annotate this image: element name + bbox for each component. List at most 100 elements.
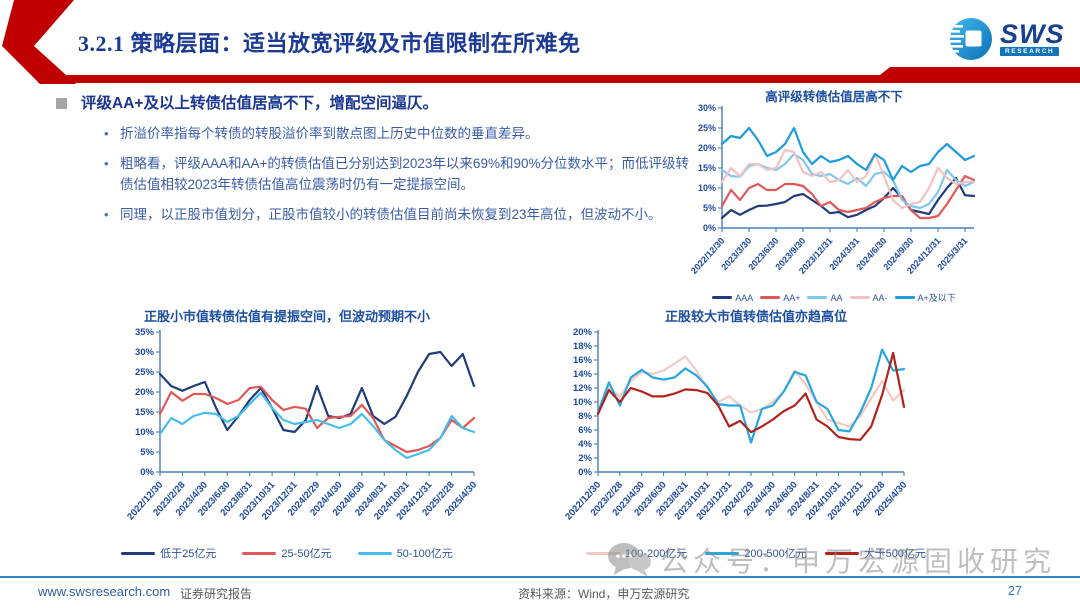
svg-text:20%: 20% (698, 143, 716, 153)
sub-bullet-1: 折溢价率指每个转债的转股溢价率到散点图上历史中位数的垂直差异。 (104, 124, 692, 144)
footer-divider (0, 576, 1080, 578)
legend-swatch (849, 296, 870, 299)
body-text-block: 评级AA+及以上转债估值居高不下，增配空间逼仄。 折溢价率指每个转债的转股溢价率… (56, 94, 696, 235)
legend-swatch (357, 551, 392, 555)
svg-text:8%: 8% (578, 411, 592, 422)
chart-legend: AAA AA+ AA AA- A+及以下 (688, 291, 980, 304)
legend-swatch (824, 551, 859, 555)
main-bullet-text: 评级AA+及以上转债估值居高不下，增配空间逼仄。 (81, 95, 438, 112)
red-divider-right (870, 67, 1080, 83)
legend-item-大于500亿元: 大于500亿元 (824, 545, 927, 561)
series-line-AA- (720, 148, 976, 210)
svg-text:15%: 15% (698, 163, 716, 173)
footer-website-link[interactable]: www.swsresearch.com (38, 584, 171, 599)
svg-text:2022/12/30: 2022/12/30 (689, 236, 727, 276)
series-line-低于25亿元 (158, 350, 476, 434)
svg-text:6%: 6% (578, 425, 592, 436)
chart-plot-area: 0%5%10%15%20%25%30%35%2022/12/302023/2/2… (125, 327, 479, 522)
square-bullet-icon (56, 98, 67, 109)
legend-swatch (705, 551, 740, 555)
legend-label: 25-50亿元 (281, 548, 332, 560)
sub-bullet-list: 折溢价率指每个转债的转股溢价率到散点图上历史中位数的垂直差异。 粗略看，评级AA… (56, 124, 696, 225)
svg-text:15%: 15% (135, 407, 155, 418)
legend-item-25-50亿元: 25-50亿元 (242, 545, 332, 561)
sws-logo: SWS RESEARCH (948, 16, 1065, 62)
chart-legend: 低于25亿元 25-50亿元 50-100亿元 (86, 545, 488, 561)
legend-swatch (242, 551, 277, 555)
chart-plot-area: 0%5%10%15%20%25%30%2022/12/302023/3/3020… (689, 103, 976, 276)
legend-item-A+及以下: A+及以下 (894, 291, 956, 304)
legend-label: 低于25亿元 (160, 548, 217, 560)
legend-swatch (894, 296, 915, 299)
page-title: 3.2.1 策略层面：适当放宽评级及市值限制在所难免 (78, 31, 581, 56)
chat-bubbles-icon (608, 543, 651, 577)
series-line-25-50亿元 (158, 385, 476, 454)
legend-swatch (760, 296, 781, 299)
sws-brand: SWS (1000, 18, 1065, 49)
svg-text:30%: 30% (135, 347, 155, 358)
series-line-AAA (720, 176, 976, 220)
legend-label: AA- (872, 292, 888, 303)
watermark-text: 公众号：申万宏源固收研究 (660, 546, 1057, 577)
svg-text:4%: 4% (578, 439, 592, 450)
svg-text:0%: 0% (140, 467, 154, 478)
chart-high-rating-valuation: 高评级转债估值居高不下 0% 5% 10% 15% 20% 25% 30% 2022/12/30… (688, 86, 980, 304)
svg-text:18%: 18% (573, 341, 593, 352)
svg-text:25%: 25% (135, 367, 155, 378)
svg-text:0%: 0% (578, 467, 592, 478)
legend-item-AA+: AA+ (760, 293, 800, 303)
chart-title: 正股较大市值转债估值亦趋高位 (664, 309, 847, 324)
legend-item-200-500亿元: 200-500亿元 (705, 545, 807, 561)
series-line-大于500亿元 (596, 351, 906, 441)
svg-text:12%: 12% (573, 383, 593, 394)
legend-item-AA: AA (807, 292, 843, 303)
legend-label: AAA (735, 292, 754, 303)
axes: 0%2%4%6%8%10%12%14%16%18%20%2022/12/3020… (563, 327, 909, 522)
svg-text:10%: 10% (135, 427, 155, 438)
legend-label: AA (830, 292, 843, 303)
sws-logo-text: SWS RESEARCH (1000, 18, 1065, 57)
svg-text:16%: 16% (573, 355, 593, 366)
sws-research-label: RESEARCH (1000, 46, 1060, 57)
red-chevron-shape (2, 0, 76, 84)
svg-text:25%: 25% (698, 123, 716, 133)
svg-text:2%: 2% (578, 453, 592, 464)
svg-text:5%: 5% (140, 447, 154, 458)
svg-text:14%: 14% (573, 369, 593, 380)
legend-swatch (121, 551, 156, 555)
legend-label: 200-500亿元 (744, 548, 807, 560)
legend-item-AA-: AA- (849, 292, 888, 303)
legend-label: 大于500亿元 (863, 548, 927, 560)
series-line-A+及以下 (720, 126, 976, 182)
header-decoration (2, 0, 1080, 84)
svg-text:0%: 0% (703, 223, 716, 233)
legend-swatch (585, 551, 620, 555)
legend-label: AA+ (783, 292, 801, 303)
sub-bullet-2: 粗略看，评级AAA和AA+的转债估值已分别达到2023年以来69%和90%分位数… (104, 154, 692, 195)
legend-label: 50-100亿元 (396, 548, 453, 560)
red-divider-bar (38, 75, 883, 83)
series-line-AA (720, 152, 976, 210)
svg-text:20%: 20% (135, 387, 155, 398)
legend-item-低于25亿元: 低于25亿元 (121, 545, 216, 561)
svg-text:30%: 30% (698, 103, 716, 113)
sub-bullet-3: 同理，以正股市值划分，正股市值较小的转债估值目前尚未恢复到23年高位，但波动不小… (104, 205, 692, 225)
series-line-200-500亿元 (596, 348, 906, 444)
footer: www.swsresearch.com 证券研究报告 资料来源：Wind，申万宏… (0, 583, 1080, 608)
wechat-watermark: 公众号：申万宏源固收研究 (606, 540, 1056, 580)
legend-swatch (712, 296, 733, 299)
series-line-AA+ (720, 174, 976, 220)
main-bullet: 评级AA+及以上转债估值居高不下，增配空间逼仄。 (56, 94, 696, 114)
legend-item-AAA: AAA (712, 293, 753, 303)
chart-title: 正股小市值转债估值有提振空间，但波动预期不小 (143, 309, 430, 324)
chart-small-cap-valuation: 正股小市值转债估值有提振空间，但波动预期不小 0% 5% 10% 15% 20% 25% 30… (86, 306, 488, 561)
chart-title: 高评级转债估值居高不下 (765, 90, 903, 104)
legend-label: A+及以下 (917, 293, 956, 303)
sws-globe-icon (950, 18, 992, 60)
svg-text:35%: 35% (135, 327, 155, 338)
legend-swatch (807, 296, 828, 299)
svg-text:20%: 20% (573, 327, 593, 338)
svg-text:10%: 10% (573, 397, 593, 408)
footer-page-number: 27 (1008, 584, 1022, 598)
